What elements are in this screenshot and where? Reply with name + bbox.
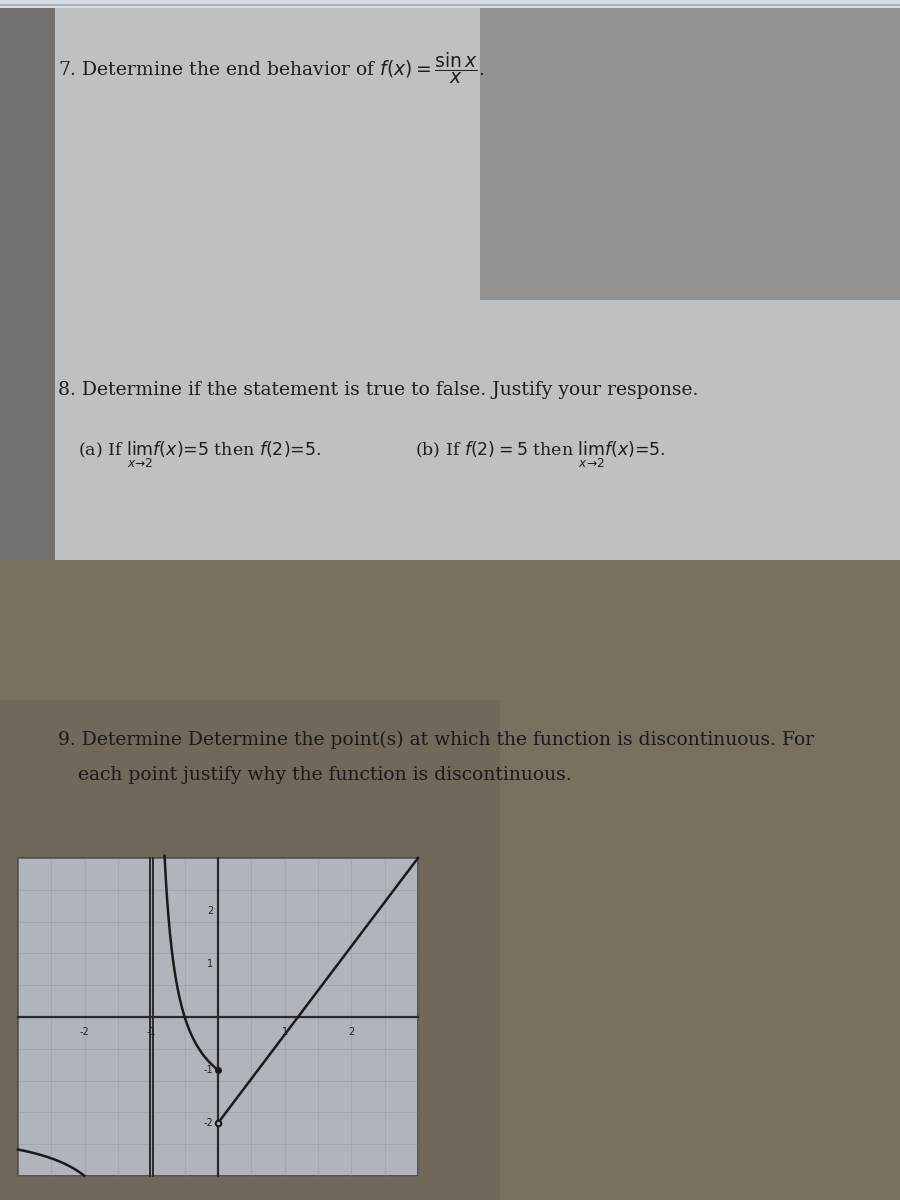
Bar [480,0,900,300]
Text: -1: -1 [203,1066,213,1075]
Bar [0,0,900,560]
Text: -1: -1 [147,1027,156,1037]
Text: (b) If $f(2) = 5$ then $\lim_{x \to 2} f(x) = 5$.: (b) If $f(2) = 5$ then $\lim_{x \to 2} f… [415,440,666,470]
Bar [18,858,418,1176]
Text: 2: 2 [348,1027,355,1037]
Bar [0,0,55,560]
Text: -2: -2 [80,1027,89,1037]
Text: (a) If $\lim_{x \to 2} f(x) = 5$ then $f(2) = 5$.: (a) If $\lim_{x \to 2} f(x) = 5$ then $f… [78,440,321,470]
Text: 2: 2 [207,906,213,916]
Bar [0,560,900,1200]
Bar [0,700,500,1200]
Text: each point justify why the function is discontinuous.: each point justify why the function is d… [78,766,572,784]
Text: 7. Determine the end behavior of $f(x) = \dfrac{\sin x}{x}$.: 7. Determine the end behavior of $f(x) =… [58,50,484,86]
Text: 1: 1 [282,1027,288,1037]
Bar [0,0,900,8]
Text: 1: 1 [207,959,213,970]
Text: 8. Determine if the statement is true to false. Justify your response.: 8. Determine if the statement is true to… [58,382,698,398]
Text: 9. Determine Determine the point(s) at which the function is discontinuous. For: 9. Determine Determine the point(s) at w… [58,731,814,749]
Text: -2: -2 [203,1118,213,1128]
